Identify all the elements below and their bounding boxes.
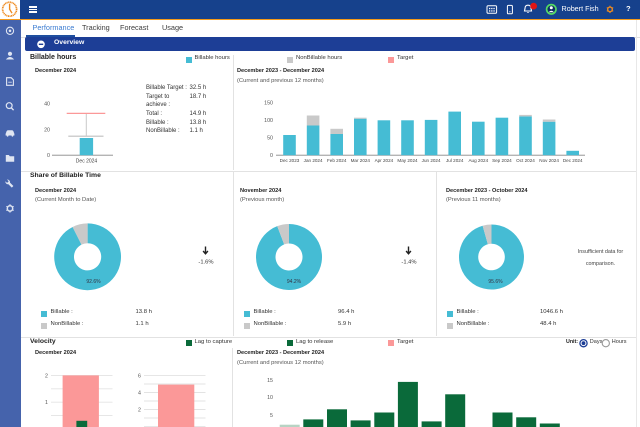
svg-text:Aug 2024: Aug 2024	[468, 158, 488, 163]
svg-text:0: 0	[47, 153, 50, 159]
svg-text:-1.4%: -1.4%	[401, 259, 416, 265]
svg-text:Nov 2024: Nov 2024	[539, 158, 559, 163]
svg-text:10: 10	[267, 395, 273, 401]
svg-text:6: 6	[138, 373, 141, 379]
svg-text:Jul 2024: Jul 2024	[446, 158, 464, 163]
svg-text:150: 150	[264, 101, 273, 107]
svg-text:40: 40	[44, 101, 50, 107]
svg-text:15: 15	[267, 378, 273, 384]
svg-text:Oct 2024: Oct 2024	[516, 158, 535, 163]
svg-text:50: 50	[267, 136, 273, 142]
svg-text:Dec 2023: Dec 2023	[280, 158, 300, 163]
svg-text:20: 20	[44, 127, 50, 133]
svg-text:95.6%: 95.6%	[488, 279, 503, 285]
svg-text:2: 2	[45, 373, 48, 379]
svg-text:5: 5	[270, 413, 273, 419]
svg-text:Jun 2024: Jun 2024	[422, 158, 441, 163]
svg-text:-1.6%: -1.6%	[198, 259, 213, 265]
svg-text:92.6%: 92.6%	[86, 279, 101, 285]
svg-text:Dec 2024: Dec 2024	[76, 159, 98, 165]
svg-text:Sep 2024: Sep 2024	[492, 158, 512, 163]
svg-text:Dec 2024: Dec 2024	[563, 158, 583, 163]
svg-text:94.2%: 94.2%	[287, 279, 302, 285]
svg-text:Apr 2024: Apr 2024	[375, 158, 394, 163]
svg-text:Feb 2024: Feb 2024	[327, 158, 347, 163]
svg-text:Mar 2024: Mar 2024	[351, 158, 371, 163]
svg-text:100: 100	[264, 118, 273, 124]
svg-text:4: 4	[138, 390, 141, 396]
svg-text:Jan 2024: Jan 2024	[304, 158, 323, 163]
svg-text:1: 1	[45, 400, 48, 406]
svg-text:0: 0	[270, 153, 273, 159]
svg-text:2: 2	[138, 407, 141, 413]
svg-text:May 2024: May 2024	[397, 158, 418, 163]
